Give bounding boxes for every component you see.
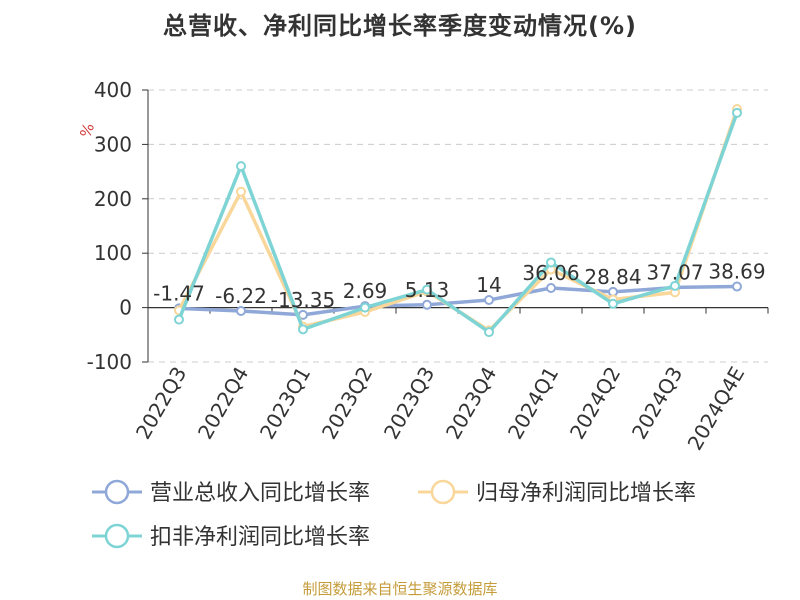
data-point-1 [484,294,494,305]
y-tick-label: 200 [94,187,132,211]
y-axis-label: % [76,121,98,141]
y-tick-label: 300 [94,132,132,156]
x-tick-label: 2023Q1 [255,363,315,444]
data-point-1 [236,305,246,316]
data-point-1 [546,282,556,293]
data-label: -1.47 [153,281,205,305]
y-tick-label: 0 [119,296,132,320]
source-note: 制图数据来自恒生聚源数据库 [302,580,498,598]
data-label: 36.06 [522,261,579,285]
legend-label: 归母净利润同比增长率 [476,481,696,506]
data-label: 28.84 [584,265,641,289]
data-point-3 [670,280,680,291]
data-label: -13.35 [271,288,335,312]
series-line-1 [178,284,738,317]
x-tick-label: 2024Q1 [503,363,563,444]
x-tick-label: 2023Q4 [441,363,501,444]
y-tick-label: 100 [94,241,132,265]
data-point-3 [732,107,742,118]
data-point-3 [360,302,370,313]
data-label: 5.13 [405,278,450,302]
data-label: -6.22 [215,284,267,308]
chart-title: 总营收、净利同比增长率季度变动情况(%) [163,12,637,40]
y-tick-label: 400 [94,78,132,102]
series-line-3 [177,112,739,334]
x-tick-label: 2024Q2 [565,363,625,444]
x-tick-label: 2024Q3 [627,363,687,444]
data-point-3 [174,314,184,325]
data-label: 14 [476,273,501,297]
legend-marker [104,479,130,505]
data-point-1 [422,299,432,310]
legend-label: 营业总收入同比增长率 [150,481,370,506]
data-point-3 [298,324,308,335]
legend-marker [104,523,130,549]
x-tick-label: 2022Q3 [131,363,191,444]
legend-marker [430,479,456,505]
data-point-3 [236,161,246,172]
y-tick-label: -100 [87,350,132,374]
data-point-3 [546,257,556,268]
data-point-3 [484,327,494,338]
x-tick-label: 2023Q2 [317,363,377,444]
data-point-1 [732,281,742,292]
data-point-2 [236,186,246,197]
data-point-3 [422,284,432,295]
data-label-layer: -1.47 -6.22 -13.35 2.69 5.13 14 36.06 28.84 37.0… [153,260,766,312]
grid-layer [148,89,768,363]
series-layer [174,104,742,338]
data-label: 37.07 [646,260,703,284]
data-label: 38.69 [708,260,765,284]
x-tick-label: 2024Q4E [683,363,750,455]
x-tick-label: 2022Q4 [193,363,253,444]
data-point-3 [608,298,618,309]
x-tick-label: 2023Q3 [379,363,439,444]
data-label: 2.69 [343,279,388,303]
legend-label: 扣非净利润同比增长率 [150,525,370,550]
